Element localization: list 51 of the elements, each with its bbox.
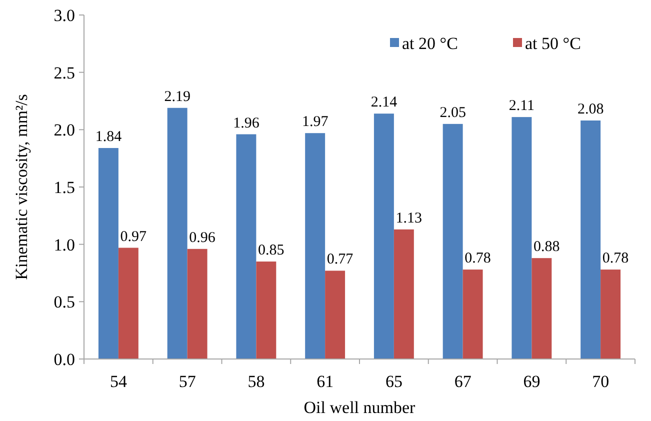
data-label: 2.19 — [164, 88, 190, 105]
bar — [187, 248, 208, 359]
bar — [256, 262, 276, 359]
bar — [512, 117, 532, 359]
bar — [325, 270, 346, 359]
y-tick-label: 1.5 — [54, 178, 75, 197]
data-label: 0.96 — [189, 230, 216, 246]
data-label: 1.96 — [233, 115, 260, 132]
x-tick-label: 54 — [110, 372, 128, 391]
x-axis-title: Oil well number — [304, 398, 416, 417]
bar — [236, 134, 256, 359]
data-label: 0.85 — [258, 242, 284, 259]
data-label: 0.78 — [602, 250, 629, 267]
y-tick-label: 0.0 — [54, 350, 75, 369]
y-tick-label: 3.0 — [54, 6, 75, 25]
data-label: 1.13 — [396, 210, 422, 226]
bar — [580, 120, 601, 359]
bar — [374, 114, 394, 359]
x-tick-label: 67 — [454, 372, 472, 391]
bar — [600, 270, 621, 359]
legend-label: at 20 °C — [402, 34, 458, 53]
data-label: 2.05 — [440, 104, 466, 121]
y-tick-label: 1.0 — [54, 235, 75, 254]
data-label: 2.14 — [370, 94, 398, 111]
y-axis-title: Kinematic viscosity, mm²/s — [12, 94, 31, 280]
bar — [442, 124, 463, 359]
x-tick-label: 57 — [178, 372, 196, 391]
legend-label: at 50 °C — [525, 34, 581, 53]
x-tick-label: 61 — [316, 372, 334, 391]
bar — [394, 229, 414, 359]
data-label: 0.77 — [326, 252, 354, 268]
x-tick-label: 70 — [592, 372, 610, 391]
y-tick-label: 2.0 — [54, 120, 75, 140]
x-tick-label: 65 — [385, 372, 402, 391]
data-label: 0.97 — [120, 228, 148, 245]
x-tick-label: 58 — [248, 372, 265, 391]
bar — [118, 248, 138, 359]
bar — [98, 148, 118, 359]
bar — [167, 108, 188, 359]
data-label: 2.11 — [508, 98, 535, 114]
data-label: 2.08 — [577, 101, 604, 118]
data-label: 1.84 — [95, 129, 122, 146]
data-label: 0.88 — [534, 239, 560, 256]
bar — [305, 133, 326, 359]
data-label: 0.78 — [464, 250, 491, 267]
x-tick-label: 69 — [523, 372, 540, 391]
bar — [532, 258, 552, 359]
bar — [462, 270, 483, 359]
y-tick-label: 2.5 — [54, 63, 75, 82]
data-label: 1.97 — [302, 114, 329, 130]
y-tick-label: 0.5 — [54, 292, 75, 312]
